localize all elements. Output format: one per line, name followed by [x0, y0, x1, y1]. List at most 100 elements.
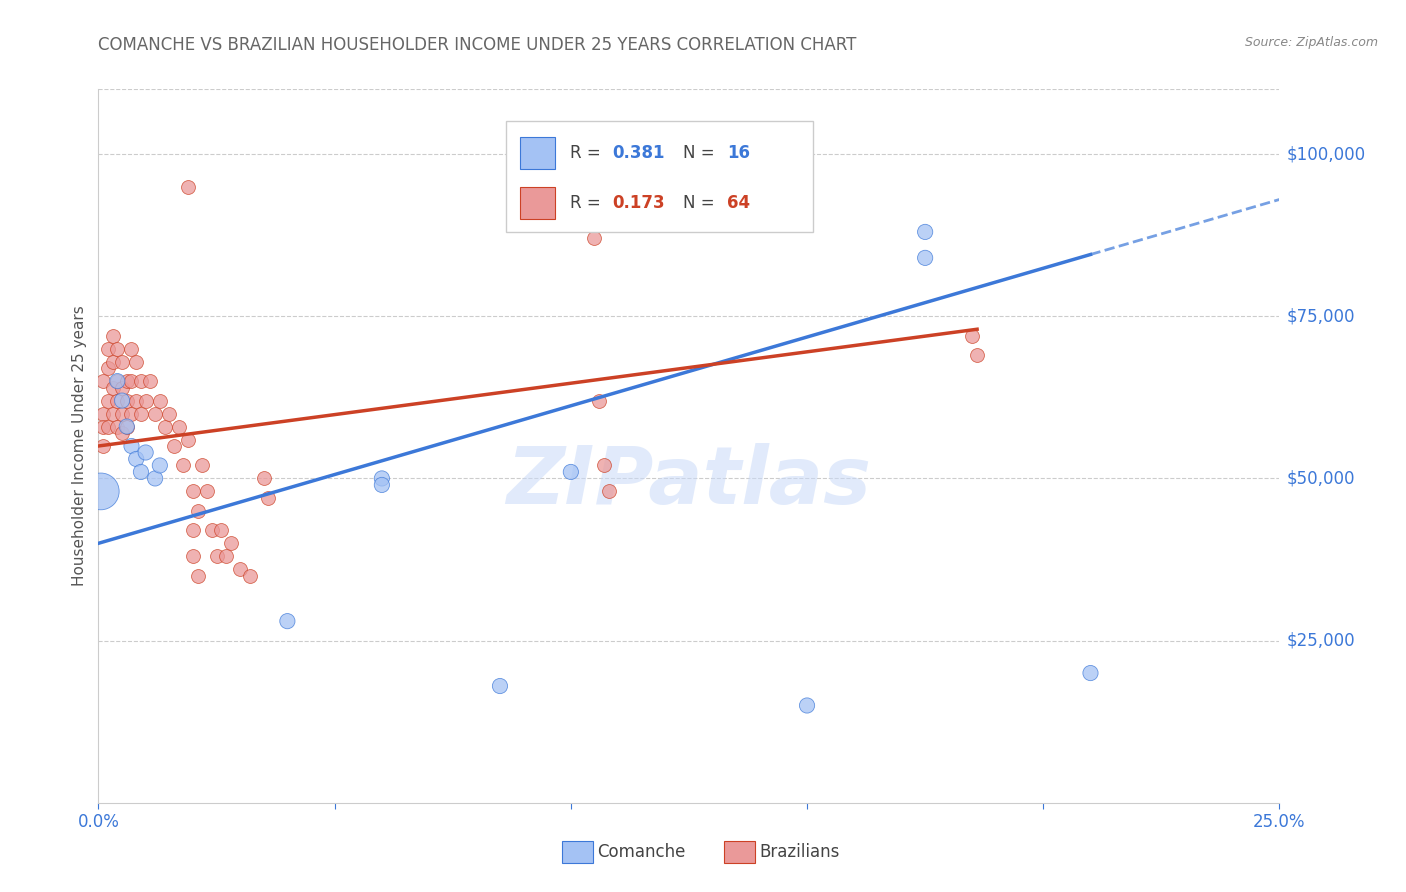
Bar — [520, 187, 555, 219]
Point — [796, 698, 818, 713]
Point — [105, 374, 128, 388]
Point — [219, 536, 242, 550]
Point — [172, 458, 194, 473]
Text: R =: R = — [569, 194, 606, 212]
Point — [229, 562, 252, 576]
Point — [105, 393, 128, 408]
Text: 0.381: 0.381 — [612, 145, 665, 162]
Point — [149, 458, 172, 473]
Point — [97, 419, 120, 434]
Point — [253, 471, 276, 485]
Point — [966, 348, 988, 362]
Point — [115, 419, 138, 434]
Point — [129, 465, 152, 479]
Point — [195, 484, 218, 499]
Point — [135, 393, 157, 408]
Point — [139, 374, 162, 388]
Point — [111, 425, 134, 440]
Point — [181, 524, 204, 538]
Text: N =: N = — [683, 145, 720, 162]
Point — [191, 458, 214, 473]
Point — [187, 504, 209, 518]
Text: Source: ZipAtlas.com: Source: ZipAtlas.com — [1244, 36, 1378, 49]
Point — [588, 393, 610, 408]
Text: $75,000: $75,000 — [1286, 307, 1355, 326]
Point — [101, 407, 124, 421]
Point — [91, 439, 114, 453]
Point — [115, 374, 138, 388]
Point — [111, 381, 134, 395]
Point — [177, 179, 200, 194]
Point — [111, 407, 134, 421]
Text: $25,000: $25,000 — [1286, 632, 1355, 649]
Text: ZIPatlas: ZIPatlas — [506, 442, 872, 521]
Text: Brazilians: Brazilians — [759, 843, 839, 861]
Point — [125, 354, 148, 368]
Point — [111, 354, 134, 368]
Point — [101, 354, 124, 368]
Point — [177, 433, 200, 447]
Point — [914, 225, 936, 239]
Point — [125, 393, 148, 408]
Point — [371, 478, 394, 492]
Point — [105, 374, 128, 388]
Point — [129, 374, 152, 388]
Point — [157, 407, 180, 421]
Point — [91, 374, 114, 388]
Point — [121, 342, 143, 356]
Point — [91, 419, 114, 434]
Text: $50,000: $50,000 — [1286, 469, 1355, 487]
Point — [583, 231, 606, 245]
Point — [105, 419, 128, 434]
Point — [914, 251, 936, 265]
Point — [101, 328, 124, 343]
Point — [143, 407, 166, 421]
Point — [371, 471, 394, 485]
Point — [209, 524, 232, 538]
Point — [962, 328, 984, 343]
Text: R =: R = — [569, 145, 606, 162]
Point — [239, 568, 262, 582]
Point — [153, 419, 176, 434]
Point — [181, 484, 204, 499]
Point — [135, 445, 157, 459]
Text: 16: 16 — [727, 145, 749, 162]
Text: $100,000: $100,000 — [1286, 145, 1365, 163]
Point — [101, 381, 124, 395]
Text: 64: 64 — [727, 194, 749, 212]
Point — [129, 407, 152, 421]
Point — [201, 524, 224, 538]
Point — [91, 407, 114, 421]
Point — [97, 393, 120, 408]
Point — [215, 549, 238, 564]
Point — [187, 568, 209, 582]
Point — [167, 419, 190, 434]
Point — [97, 361, 120, 376]
Point — [489, 679, 512, 693]
Point — [143, 471, 166, 485]
Point — [115, 393, 138, 408]
Point — [181, 549, 204, 564]
Point — [125, 452, 148, 467]
Point — [149, 393, 172, 408]
Point — [560, 465, 582, 479]
Text: COMANCHE VS BRAZILIAN HOUSEHOLDER INCOME UNDER 25 YEARS CORRELATION CHART: COMANCHE VS BRAZILIAN HOUSEHOLDER INCOME… — [98, 36, 856, 54]
Point — [276, 614, 298, 628]
Point — [105, 342, 128, 356]
Point — [163, 439, 186, 453]
Point — [1080, 666, 1102, 681]
Point — [598, 484, 620, 499]
Bar — [520, 137, 555, 169]
Point — [90, 484, 112, 499]
Y-axis label: Householder Income Under 25 years: Householder Income Under 25 years — [72, 306, 87, 586]
Point — [121, 374, 143, 388]
Point — [560, 199, 582, 213]
Text: 0.173: 0.173 — [612, 194, 665, 212]
Text: Comanche: Comanche — [598, 843, 686, 861]
FancyBboxPatch shape — [506, 121, 813, 232]
Point — [121, 439, 143, 453]
Point — [97, 342, 120, 356]
Point — [257, 491, 280, 505]
Point — [593, 458, 616, 473]
Text: N =: N = — [683, 194, 720, 212]
